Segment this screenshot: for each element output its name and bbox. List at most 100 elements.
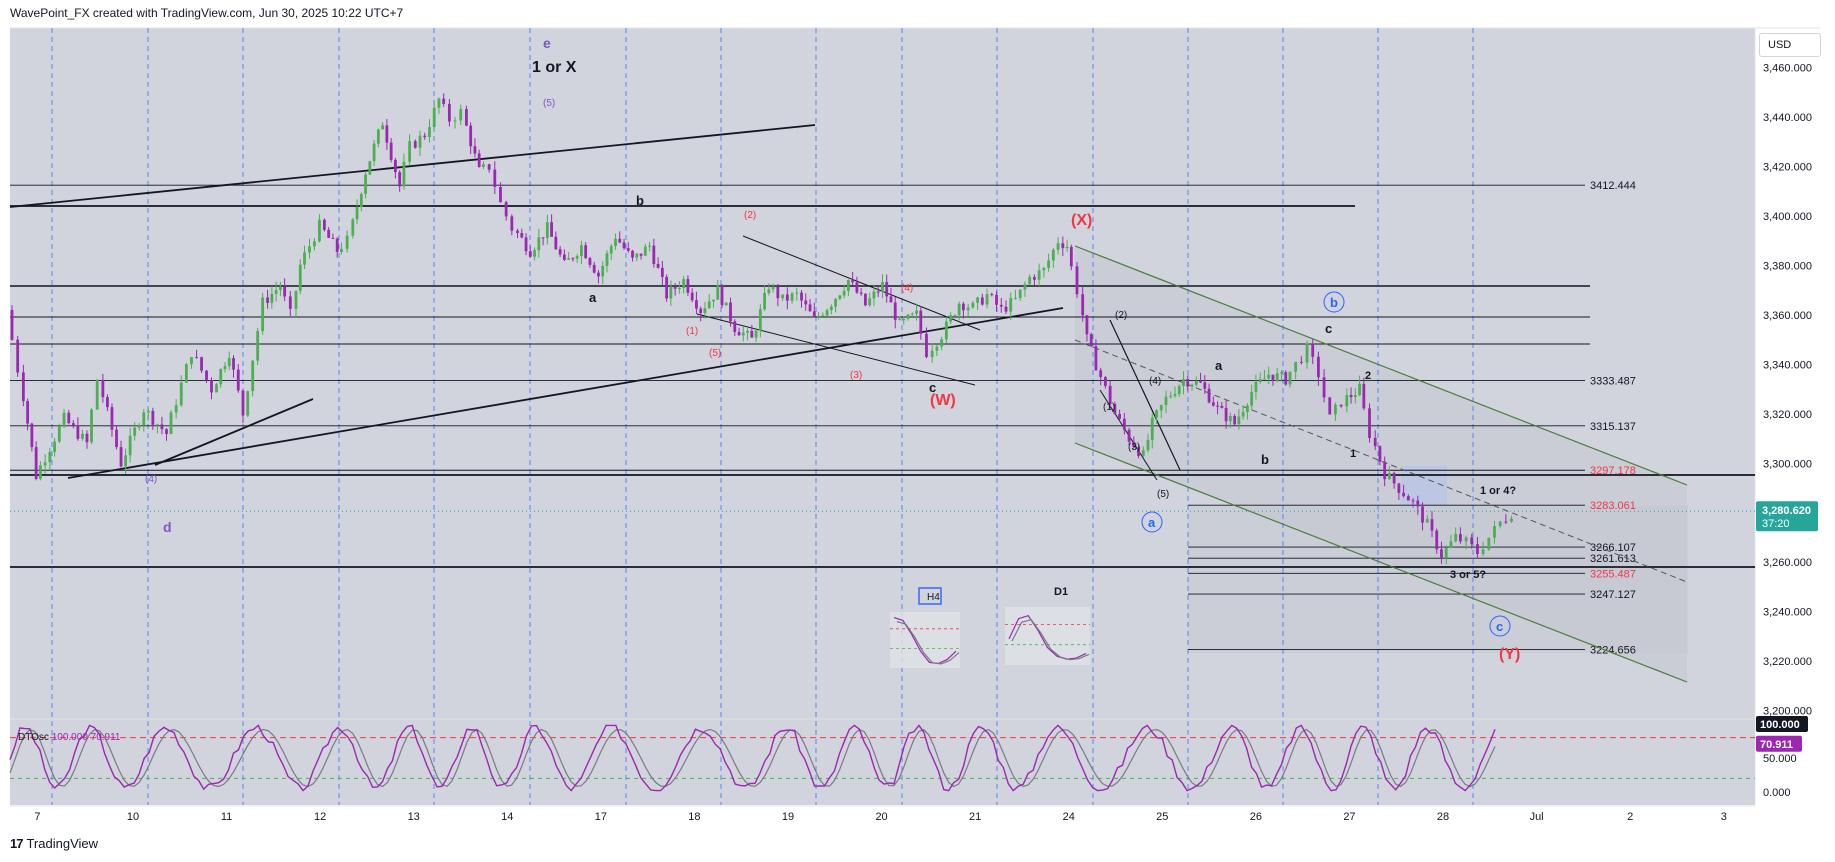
candle-body bbox=[241, 390, 245, 416]
candle-body bbox=[703, 308, 707, 314]
candle-body bbox=[1169, 395, 1173, 397]
candle-body bbox=[453, 120, 457, 122]
candle-body bbox=[39, 465, 42, 479]
candle-body bbox=[804, 300, 808, 305]
time-axis-tick: 3 bbox=[1721, 811, 1727, 823]
candle-body bbox=[1275, 373, 1279, 381]
time-axis-tick: 13 bbox=[408, 811, 420, 823]
candle-body bbox=[402, 161, 406, 187]
candle-body bbox=[372, 143, 376, 162]
current-price-timer: 37:20 bbox=[1762, 518, 1790, 530]
candle-body bbox=[1322, 377, 1326, 398]
candle-body bbox=[184, 364, 188, 383]
wave-label: d bbox=[163, 519, 172, 535]
candle-body bbox=[686, 279, 690, 293]
candle-body bbox=[1288, 371, 1292, 385]
osc-badge-value bbox=[1756, 735, 1802, 752]
wave-label: 1 bbox=[1350, 448, 1356, 460]
price-axis-tick: 3,400.000 bbox=[1763, 211, 1812, 223]
candle-body bbox=[660, 267, 664, 277]
candle-body bbox=[776, 286, 780, 299]
wave-circle-icon bbox=[1323, 291, 1345, 313]
candle-body bbox=[669, 286, 673, 299]
candle-body bbox=[785, 294, 789, 301]
candle-body bbox=[562, 254, 566, 260]
candle-body bbox=[493, 169, 497, 187]
candle-body bbox=[1411, 500, 1415, 502]
candle-body bbox=[821, 315, 825, 317]
trend-line bbox=[696, 313, 976, 386]
candle-body bbox=[179, 382, 183, 406]
candle-body bbox=[868, 298, 872, 306]
candle-body bbox=[1368, 408, 1371, 438]
candle-body bbox=[575, 256, 579, 259]
time-axis-tick: 25 bbox=[1156, 811, 1168, 823]
candle-body bbox=[622, 242, 626, 249]
candle-body bbox=[355, 207, 359, 220]
candle-body bbox=[771, 286, 775, 290]
wave-label: (5) bbox=[709, 348, 721, 359]
candle-body bbox=[1113, 404, 1117, 414]
candle-body bbox=[67, 412, 71, 424]
candle-body bbox=[695, 300, 698, 309]
trend-line bbox=[742, 235, 981, 331]
candle-body bbox=[1122, 418, 1126, 430]
candle-body bbox=[763, 293, 766, 310]
candle-body bbox=[30, 423, 34, 448]
price-axis-tick: 3,260.000 bbox=[1763, 557, 1812, 569]
inset-fast-line bbox=[1008, 614, 1087, 660]
level-label: 3283.061 bbox=[1590, 500, 1636, 512]
osc-slow-line bbox=[9, 728, 1496, 788]
candle-body bbox=[459, 109, 463, 121]
candle-body bbox=[385, 125, 389, 143]
candle-body bbox=[800, 292, 803, 301]
candle-body bbox=[236, 369, 240, 391]
candle-body bbox=[639, 253, 643, 256]
candle-body bbox=[1430, 519, 1434, 531]
candle-body bbox=[1056, 243, 1060, 250]
candle-body bbox=[1271, 374, 1275, 381]
candle-body bbox=[10, 309, 14, 340]
candle-body bbox=[331, 237, 335, 239]
candle-body bbox=[21, 372, 25, 402]
candle-body bbox=[750, 330, 754, 338]
candle-body bbox=[825, 310, 829, 316]
candle-body bbox=[1263, 378, 1266, 380]
candle-body bbox=[902, 318, 906, 320]
candle-body bbox=[1504, 521, 1508, 523]
candle-body bbox=[146, 410, 150, 413]
wave-label: c bbox=[1496, 619, 1503, 634]
currency-button[interactable]: USD bbox=[1759, 33, 1821, 57]
candle-body bbox=[876, 291, 880, 293]
osc-legend[interactable]: DTOsc 100.000 70.911 bbox=[18, 732, 121, 743]
candle-body bbox=[817, 315, 820, 317]
candle-body bbox=[1353, 395, 1357, 398]
candle-body bbox=[101, 379, 105, 398]
candle-body bbox=[278, 286, 282, 291]
candle-body bbox=[1397, 483, 1401, 493]
candle-body bbox=[1383, 461, 1387, 480]
candle-body bbox=[953, 315, 957, 317]
wave-label: b bbox=[636, 193, 644, 208]
candle-body bbox=[864, 293, 867, 306]
time-axis-tick: Jul bbox=[1530, 811, 1544, 823]
candle-body bbox=[128, 435, 132, 456]
candle-body bbox=[1464, 537, 1468, 542]
candle-body bbox=[614, 238, 617, 247]
candle-body bbox=[26, 401, 30, 424]
candle-body bbox=[335, 238, 339, 252]
candle-body bbox=[389, 142, 393, 160]
candle-body bbox=[298, 264, 302, 291]
price-axis-tick: 3,420.000 bbox=[1763, 161, 1812, 173]
candle-body bbox=[1047, 260, 1050, 268]
candle-body bbox=[57, 426, 61, 442]
candle-body bbox=[985, 294, 989, 305]
candle-body bbox=[533, 250, 536, 257]
candle-body bbox=[1061, 243, 1065, 249]
candle-body bbox=[115, 429, 118, 448]
candle-body bbox=[966, 307, 970, 311]
candle-body bbox=[418, 135, 422, 148]
candle-body bbox=[323, 219, 326, 230]
time-axis-tick: 2 bbox=[1627, 811, 1633, 823]
